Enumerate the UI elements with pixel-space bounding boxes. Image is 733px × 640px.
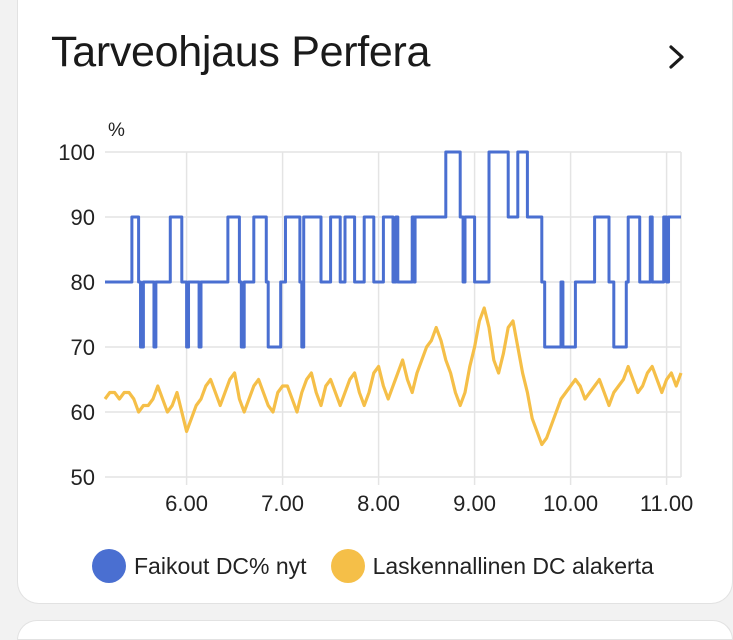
series-line-yellow	[103, 306, 683, 447]
y-tick-label: 90	[71, 205, 95, 230]
y-tick-label: 100	[58, 140, 95, 165]
x-tick-label: 6.00	[165, 491, 208, 516]
y-tick-label: 70	[71, 335, 95, 360]
axes: 100 90 80 70 60 50 6.00 7.00 8.00 9.00 10.00 11.00	[58, 140, 693, 516]
chart-legend: Faikout DC% nyt Laskennallinen DC alaker…	[92, 546, 678, 586]
legend-label-blue: Faikout DC% nyt	[134, 552, 307, 579]
y-axis-label: %	[108, 120, 125, 141]
series-lines	[103, 150, 683, 447]
x-tick-label: 7.00	[261, 491, 304, 516]
legend-label-yellow: Laskennallinen DC alakerta	[372, 552, 654, 579]
legend-item-blue[interactable]: Faikout DC% nyt	[92, 549, 307, 583]
chevron-right-icon[interactable]	[664, 40, 690, 74]
y-tick-label: 60	[71, 400, 95, 425]
x-tick-label: 8.00	[357, 491, 400, 516]
legend-swatch-blue	[92, 549, 126, 583]
x-tick-label: 9.00	[453, 491, 496, 516]
legend-item-yellow[interactable]: Laskennallinen DC alakerta	[330, 549, 654, 583]
x-tick-label: 11.00	[640, 491, 693, 516]
next-card	[17, 620, 733, 640]
series-line-blue	[105, 150, 681, 349]
legend-swatch-yellow	[330, 549, 365, 583]
x-tick-label: 10.00	[543, 491, 598, 516]
grid-lines	[105, 151, 682, 485]
card-title: Tarveohjaus Perfera	[51, 28, 431, 76]
y-tick-label: 80	[71, 270, 95, 295]
y-tick-label: 50	[71, 465, 95, 490]
